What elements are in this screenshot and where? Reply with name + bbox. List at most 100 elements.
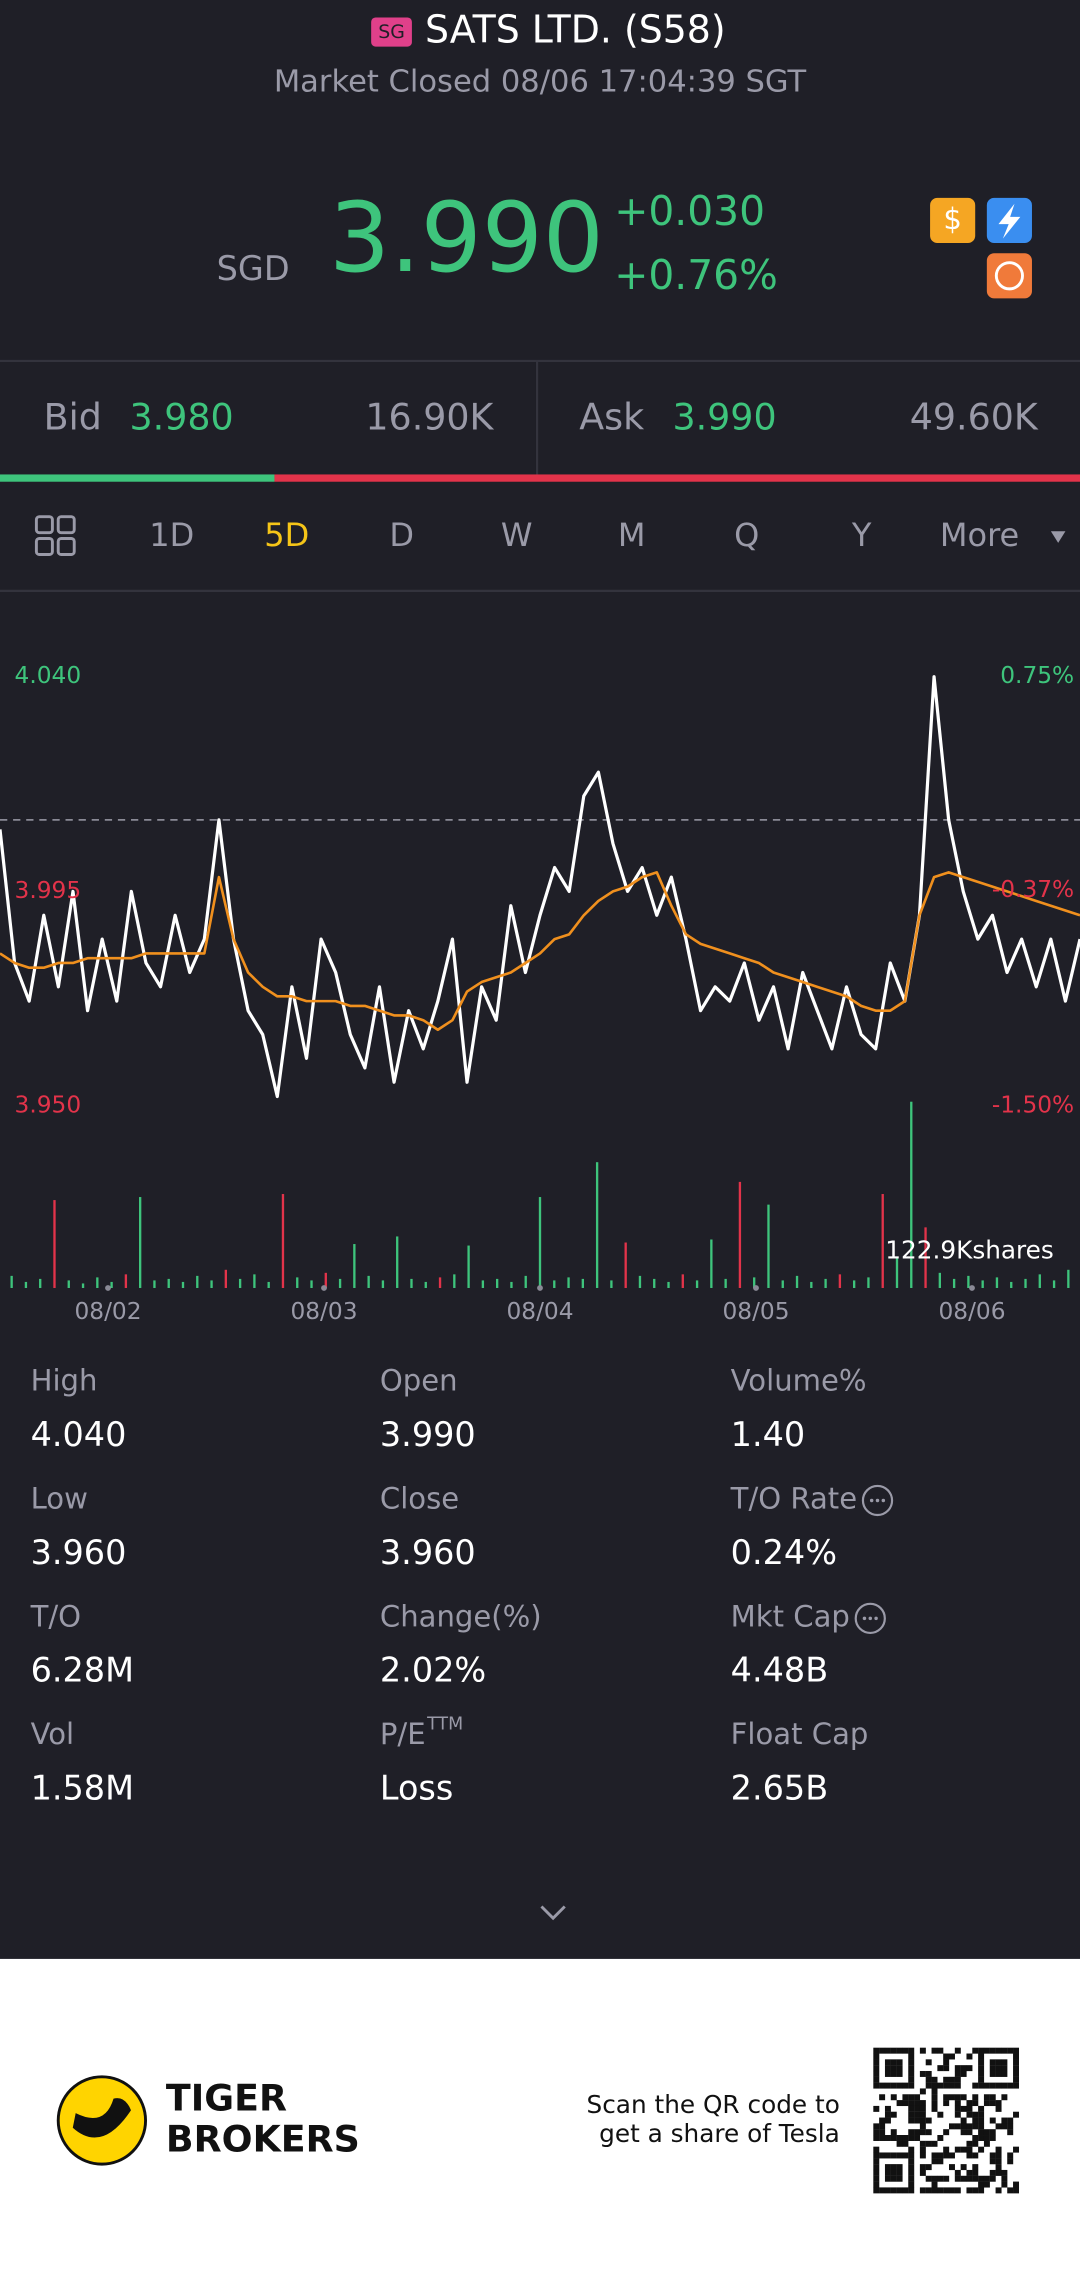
info-dot bbox=[875, 1498, 880, 1503]
volume-bar bbox=[967, 1275, 970, 1288]
day-marker bbox=[537, 1285, 543, 1291]
more-arrow[interactable] bbox=[1050, 531, 1066, 543]
qr-cell bbox=[1007, 2129, 1014, 2136]
stats-grid: High 4.040 Open 3.990 Volume% 1.40 Low 3.960 Clo… bbox=[30, 1364, 894, 1808]
promo-line: get a share of Tesla bbox=[599, 2119, 840, 2148]
qr-cell bbox=[978, 2175, 985, 2182]
qr-cell bbox=[983, 2175, 990, 2182]
layout-toggle[interactable] bbox=[34, 515, 76, 556]
qr-cell bbox=[995, 2082, 1002, 2089]
volume-bar bbox=[638, 1275, 642, 1288]
volume-bar bbox=[895, 1257, 899, 1288]
price-line bbox=[0, 675, 1080, 1099]
qr-cell bbox=[954, 2105, 961, 2112]
volume-bar bbox=[1010, 1281, 1013, 1288]
qr-cell bbox=[989, 2158, 996, 2165]
period-tab[interactable]: D bbox=[389, 516, 414, 554]
qr-cell bbox=[989, 2094, 996, 2101]
stat-value: 2.02% bbox=[380, 1651, 486, 1690]
qr-cell bbox=[908, 2117, 915, 2124]
qr-cell bbox=[989, 2117, 996, 2124]
period-tab[interactable]: W bbox=[501, 516, 533, 554]
x-tick-label: 08/06 bbox=[938, 1298, 1005, 1325]
stat-value: 0.24% bbox=[731, 1533, 837, 1572]
volume-bar bbox=[410, 1278, 413, 1288]
qr-cell bbox=[902, 2100, 909, 2107]
qr-cell bbox=[908, 2082, 915, 2089]
period-tab[interactable]: Y bbox=[851, 516, 872, 554]
qr-cell bbox=[890, 2169, 897, 2176]
qr-cell bbox=[931, 2187, 938, 2194]
qr-cell bbox=[954, 2082, 961, 2089]
brand-line: TIGER bbox=[166, 2077, 287, 2120]
qr-cell bbox=[873, 2152, 880, 2159]
qr-cell bbox=[1007, 2047, 1014, 2054]
info-dot bbox=[881, 1498, 886, 1503]
qr-cell bbox=[1013, 2082, 1020, 2089]
period-tab[interactable]: 5D bbox=[264, 516, 309, 554]
qr-cell bbox=[890, 2152, 897, 2159]
qr-cell bbox=[919, 2187, 926, 2194]
volume-bar bbox=[124, 1274, 128, 1288]
qr-cell bbox=[896, 2047, 903, 2054]
qr-cell bbox=[890, 2065, 897, 2072]
qr-cell bbox=[995, 2047, 1002, 2054]
qr-cell bbox=[914, 2117, 921, 2124]
dividend-icon[interactable] bbox=[930, 197, 976, 244]
qr-cell bbox=[954, 2065, 961, 2072]
volume-bar bbox=[367, 1275, 370, 1288]
qr-cell bbox=[931, 2082, 938, 2089]
qr-cell bbox=[966, 2111, 973, 2118]
period-tab[interactable]: More bbox=[940, 516, 1019, 554]
qr-cell bbox=[1007, 2117, 1014, 2124]
stat-value: 4.040 bbox=[31, 1415, 127, 1454]
qr-cell bbox=[1001, 2181, 1008, 2188]
qr-cell bbox=[896, 2135, 903, 2141]
period-tab[interactable]: 1D bbox=[149, 516, 194, 554]
qr-cell bbox=[972, 2047, 979, 2054]
volume-bar bbox=[153, 1280, 156, 1288]
qr-cell bbox=[943, 2100, 950, 2107]
volume-bar bbox=[881, 1194, 884, 1288]
qr-cell bbox=[972, 2117, 979, 2124]
qr-cell bbox=[925, 2175, 932, 2182]
qr-cell bbox=[937, 2152, 944, 2159]
period-tab[interactable]: Q bbox=[734, 516, 759, 554]
qr-cell bbox=[873, 2158, 880, 2165]
volume-bar bbox=[581, 1278, 585, 1288]
qr-cell bbox=[954, 2169, 961, 2176]
day-marker bbox=[321, 1285, 327, 1291]
qr-cell bbox=[896, 2070, 903, 2077]
exchange-badge bbox=[371, 17, 412, 47]
qr-cell bbox=[972, 2175, 979, 2182]
qr-cell bbox=[989, 2082, 996, 2089]
qr-cell bbox=[1013, 2059, 1020, 2066]
qr-cell bbox=[919, 2105, 926, 2112]
x-tick-label: 08/04 bbox=[506, 1298, 573, 1325]
qr-cell bbox=[884, 2070, 891, 2077]
info-icon[interactable] bbox=[861, 1484, 894, 1517]
info-icon[interactable] bbox=[854, 1602, 886, 1635]
volume-bar bbox=[324, 1272, 327, 1288]
volume-bar bbox=[53, 1200, 56, 1288]
qr-cell bbox=[884, 2082, 891, 2089]
qr-cell bbox=[995, 2158, 1002, 2165]
qr-cell bbox=[902, 2082, 909, 2089]
qr-cell bbox=[983, 2140, 990, 2147]
exchange: SG bbox=[378, 21, 405, 43]
event-icon[interactable] bbox=[986, 253, 1032, 299]
volume-label: 122.9Kshares bbox=[885, 1236, 1053, 1265]
volume-bar bbox=[1038, 1274, 1041, 1288]
qr-cell bbox=[943, 2146, 950, 2153]
qr-cell bbox=[954, 2187, 961, 2194]
x-tick-label: 08/02 bbox=[74, 1298, 141, 1325]
expand-chevron[interactable] bbox=[540, 1905, 566, 1921]
period-tab[interactable]: M bbox=[618, 516, 646, 554]
qr-cell bbox=[966, 2129, 973, 2136]
qr-cell bbox=[995, 2146, 1002, 2153]
volume-bar bbox=[296, 1277, 299, 1288]
day-marker bbox=[969, 1285, 975, 1291]
volume-bar bbox=[196, 1275, 199, 1288]
qr-cell bbox=[972, 2094, 979, 2101]
qr-cell bbox=[978, 2070, 985, 2077]
